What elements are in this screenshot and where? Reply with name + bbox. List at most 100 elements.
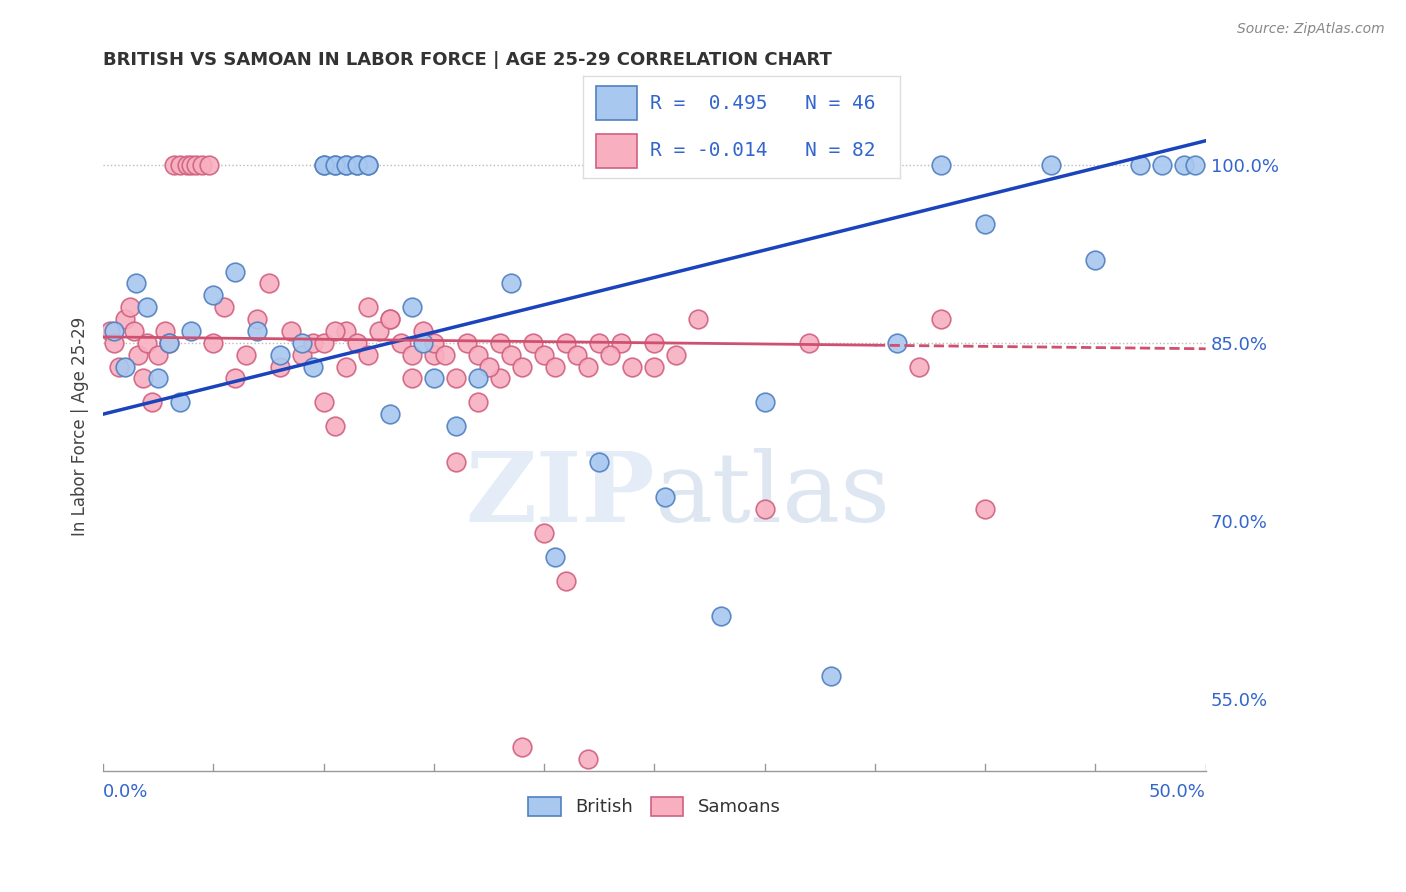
Y-axis label: In Labor Force | Age 25-29: In Labor Force | Age 25-29	[72, 317, 89, 535]
Point	[346, 157, 368, 171]
Point	[312, 335, 335, 350]
Point	[444, 455, 467, 469]
Point	[191, 157, 214, 171]
Point	[346, 335, 368, 350]
Point	[290, 348, 312, 362]
Point	[423, 335, 446, 350]
Point	[754, 395, 776, 409]
Bar	[596, 135, 637, 168]
Point	[357, 348, 380, 362]
Point	[389, 335, 412, 350]
Point	[599, 348, 621, 362]
Point	[312, 157, 335, 171]
Point	[107, 359, 129, 374]
Point	[114, 312, 136, 326]
Point	[643, 335, 665, 350]
Point	[301, 359, 323, 374]
Point	[576, 359, 599, 374]
Point	[588, 335, 610, 350]
Text: N = 46: N = 46	[804, 94, 876, 113]
Point	[499, 277, 522, 291]
Point	[153, 324, 176, 338]
Point	[323, 419, 346, 434]
Point	[163, 157, 186, 171]
Point	[467, 395, 489, 409]
Text: R = -0.014: R = -0.014	[650, 141, 768, 161]
Point	[357, 300, 380, 314]
Point	[202, 335, 225, 350]
Point	[246, 312, 269, 326]
Point	[974, 502, 997, 516]
Point	[797, 335, 820, 350]
Point	[180, 324, 202, 338]
Text: BRITISH VS SAMOAN IN LABOR FORCE | AGE 25-29 CORRELATION CHART: BRITISH VS SAMOAN IN LABOR FORCE | AGE 2…	[103, 51, 832, 69]
Point	[401, 348, 423, 362]
Point	[544, 359, 567, 374]
Point	[214, 300, 236, 314]
Point	[246, 324, 269, 338]
Point	[1128, 157, 1150, 171]
Point	[125, 277, 148, 291]
Point	[1173, 157, 1195, 171]
Point	[929, 157, 952, 171]
Point	[610, 335, 633, 350]
Point	[290, 335, 312, 350]
Point	[401, 300, 423, 314]
Point	[148, 371, 170, 385]
Text: atlas: atlas	[654, 448, 890, 542]
Point	[654, 491, 676, 505]
Point	[224, 371, 246, 385]
Point	[1084, 252, 1107, 267]
Point	[367, 324, 389, 338]
Text: 50.0%: 50.0%	[1149, 782, 1206, 801]
Point	[136, 335, 159, 350]
Point	[122, 324, 145, 338]
Point	[533, 348, 555, 362]
Point	[176, 157, 198, 171]
Point	[312, 157, 335, 171]
Point	[169, 395, 191, 409]
Point	[257, 277, 280, 291]
Point	[184, 157, 207, 171]
Point	[180, 157, 202, 171]
Bar	[596, 87, 637, 120]
Text: 0.0%: 0.0%	[103, 782, 149, 801]
Point	[908, 359, 931, 374]
Point	[412, 335, 434, 350]
Point	[198, 157, 221, 171]
Point	[820, 668, 842, 682]
Point	[378, 312, 401, 326]
Point	[357, 157, 380, 171]
Point	[533, 526, 555, 541]
Point	[103, 324, 125, 338]
Point	[588, 455, 610, 469]
Point	[378, 312, 401, 326]
Point	[510, 739, 533, 754]
Point	[467, 371, 489, 385]
Point	[114, 359, 136, 374]
Point	[378, 407, 401, 421]
Point	[444, 419, 467, 434]
Point	[323, 157, 346, 171]
Point	[357, 157, 380, 171]
Point	[709, 609, 731, 624]
Point	[688, 312, 710, 326]
Point	[335, 157, 357, 171]
Point	[467, 348, 489, 362]
Point	[141, 395, 163, 409]
Point	[444, 371, 467, 385]
Point	[423, 348, 446, 362]
Point	[269, 359, 291, 374]
Legend: British, Samoans: British, Samoans	[520, 790, 787, 823]
Point	[269, 348, 291, 362]
Point	[323, 157, 346, 171]
Text: R =  0.495: R = 0.495	[650, 94, 768, 113]
Point	[456, 335, 478, 350]
Point	[665, 348, 688, 362]
Point	[401, 371, 423, 385]
Point	[555, 335, 578, 350]
Point	[489, 335, 512, 350]
Point	[148, 348, 170, 362]
Point	[312, 395, 335, 409]
Point	[544, 549, 567, 564]
